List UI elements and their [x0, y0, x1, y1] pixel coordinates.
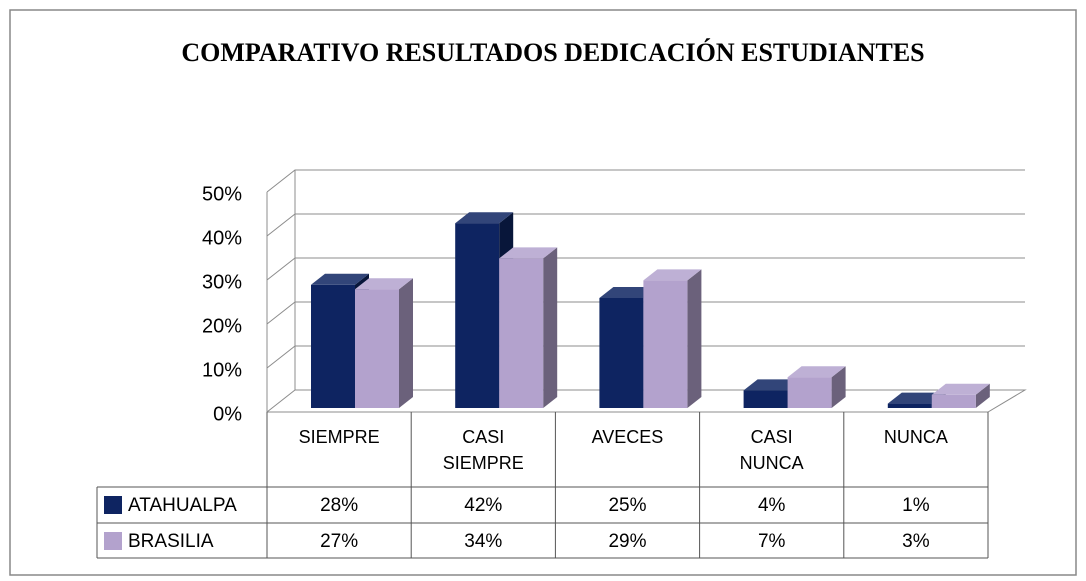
grid-line [266, 169, 1025, 193]
bar-side [399, 278, 413, 408]
data-label: 4% [758, 495, 786, 516]
grid-line [266, 301, 1025, 325]
bar-top [931, 383, 990, 395]
legend-swatch [104, 496, 122, 514]
bar-top [311, 273, 369, 285]
bar-side [975, 383, 990, 408]
bar [499, 258, 544, 408]
legend-label: BRASILIA [128, 531, 214, 552]
y-tick-label: 20% [202, 315, 242, 337]
data-label: 1% [902, 495, 930, 516]
bar [787, 377, 832, 408]
bar [743, 390, 788, 408]
bar [311, 284, 355, 408]
x-tick-label: CASI SIEMPRE [442, 427, 524, 473]
bar [887, 403, 932, 408]
y-tick-label: 10% [202, 359, 242, 381]
data-label: 25% [608, 495, 646, 516]
bar [599, 298, 644, 408]
bar-top [599, 287, 658, 298]
bar-top [355, 278, 413, 290]
x-tick-label: AVECES [591, 427, 664, 447]
x-tick-label-box: AVECES [591, 427, 664, 447]
x-tick-label: SIEMPRE [298, 427, 380, 447]
x-tick-label-box: NUNCA [883, 427, 948, 447]
legend-swatch [104, 532, 122, 550]
grid-line [266, 213, 1025, 237]
grid-line [266, 257, 1025, 281]
data-label: 34% [464, 531, 502, 552]
data-label: 29% [608, 531, 646, 552]
y-tick-label: 0% [213, 403, 242, 425]
x-tick-label: CASI NUNCA [739, 427, 804, 473]
bar-side [543, 247, 558, 408]
bar-top [643, 269, 702, 281]
grid-line [266, 345, 1025, 369]
data-label: 27% [320, 531, 358, 552]
bar-top [499, 247, 558, 259]
bar [455, 223, 500, 408]
bar [355, 289, 399, 408]
y-tick-label: 50% [202, 183, 242, 205]
x-tick-label: NUNCA [883, 427, 948, 447]
x-tick-label-box: SIEMPRE [298, 427, 380, 447]
bar-side [687, 269, 702, 408]
bar [643, 280, 688, 408]
legend-label: ATAHUALPA [128, 495, 237, 516]
x-tick-label-box: CASI SIEMPRE [442, 427, 524, 473]
y-tick-label: 30% [202, 271, 242, 293]
bar-side [831, 366, 846, 408]
chart-title: COMPARATIVO RESULTADOS DEDICACIÓN ESTUDI… [181, 38, 924, 67]
y-tick-label: 40% [202, 227, 242, 249]
bar-top [787, 366, 846, 378]
data-label: 3% [902, 531, 930, 552]
bar-top [455, 212, 514, 224]
data-label: 42% [464, 495, 502, 516]
bar-top [743, 379, 802, 391]
x-tick-label-box: CASI NUNCA [739, 427, 804, 473]
bar [931, 394, 976, 408]
data-label: 28% [320, 495, 358, 516]
bar-top [887, 392, 946, 404]
data-label: 7% [758, 531, 786, 552]
